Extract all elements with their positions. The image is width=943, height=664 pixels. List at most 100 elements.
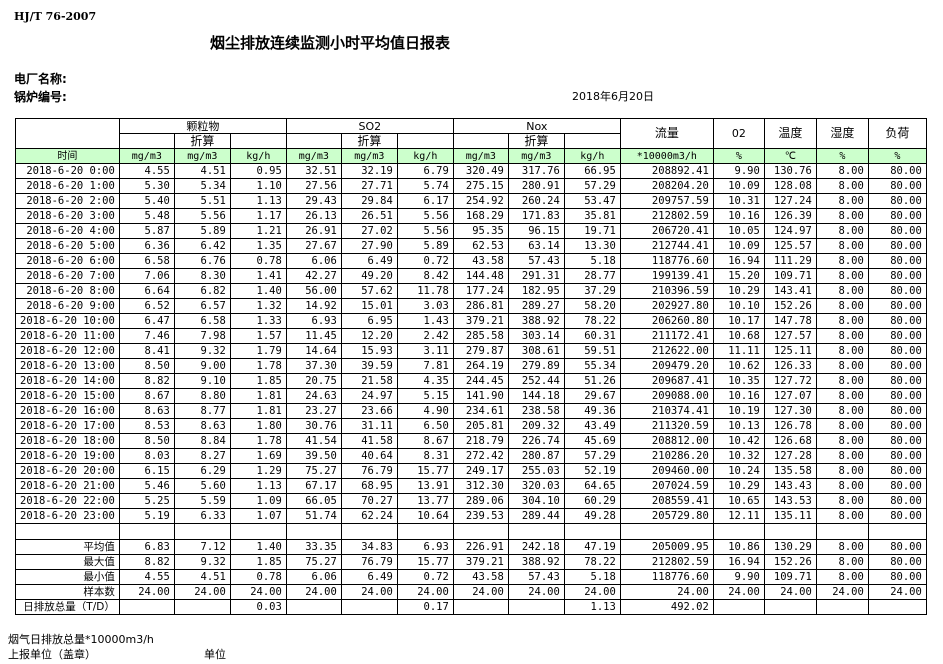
table-row: 2018-6-20 3:00 5.48 5.56 1.17 26.13 26.51 5.56…: [15, 208, 927, 224]
value-cell: 6.49: [340, 569, 398, 585]
value-cell: 24.00: [507, 584, 565, 600]
value-cell: 1.69: [229, 448, 287, 464]
value-cell: 8.80: [173, 388, 231, 404]
value-cell: 35.81: [563, 208, 621, 224]
value-cell: 252.44: [507, 373, 565, 389]
value-cell: 10.29: [712, 478, 765, 494]
blank-cell: [15, 523, 120, 540]
value-cell: 280.87: [507, 448, 565, 464]
converted-nox: 折算: [507, 133, 565, 149]
value-cell: 8.00: [815, 343, 869, 359]
blank-cell: [815, 523, 869, 540]
value-cell: 5.89: [173, 223, 231, 239]
blank-cell: [396, 133, 454, 149]
value-cell: 80.00: [867, 373, 927, 389]
value-cell: 279.89: [507, 358, 565, 374]
value-cell: 60.31: [563, 328, 621, 344]
value-cell: 130.29: [763, 539, 817, 555]
table-row: 2018-6-20 0:00 4.55 4.51 0.95 32.51 32.19 6.79…: [15, 163, 927, 179]
blank-cell: [619, 523, 714, 540]
row-label: 2018-6-20 0:00: [15, 163, 120, 179]
unit-cell: mg/m3: [285, 148, 342, 164]
summary-row: 最小值 4.55 4.51 0.78 6.06 6.49 0.72 43.58 57.43 5.1…: [15, 569, 927, 585]
value-cell: 76.79: [340, 463, 398, 479]
value-cell: 66.05: [285, 493, 342, 509]
value-cell: 205009.95: [619, 539, 714, 555]
value-cell: 80.00: [867, 478, 927, 494]
blank-cell: [563, 523, 621, 540]
value-cell: 143.41: [763, 283, 817, 299]
value-cell: 118776.60: [619, 569, 714, 585]
value-cell: 58.20: [563, 298, 621, 314]
value-cell: 80.00: [867, 253, 927, 269]
value-cell: 21.58: [340, 373, 398, 389]
blank-cell: [396, 523, 454, 540]
table-row: 2018-6-20 2:00 5.40 5.51 1.13 29.43 29.84 6.17…: [15, 193, 927, 209]
row-label: 日排放总量（T/D）: [15, 599, 120, 615]
value-cell: 379.21: [452, 554, 509, 570]
unit-cell: mg/m3: [340, 148, 398, 164]
value-cell: 95.35: [452, 223, 509, 239]
value-cell: 63.14: [507, 238, 565, 254]
value-cell: 5.18: [563, 569, 621, 585]
value-cell: 5.56: [396, 208, 454, 224]
value-cell: 208559.41: [619, 493, 714, 509]
value-cell: 16.94: [712, 554, 765, 570]
value-cell: [173, 599, 231, 615]
value-cell: 4.55: [118, 569, 175, 585]
value-cell: 127.28: [763, 448, 817, 464]
value-cell: 4.90: [396, 403, 454, 419]
table-row: 2018-6-20 7:00 7.06 8.30 1.41 42.27 49.20 8.42…: [15, 268, 927, 284]
value-cell: 9.10: [173, 373, 231, 389]
value-cell: 212622.00: [619, 343, 714, 359]
value-cell: 239.53: [452, 508, 509, 524]
value-cell: 8.00: [815, 193, 869, 209]
value-cell: 51.74: [285, 508, 342, 524]
value-cell: 26.13: [285, 208, 342, 224]
value-cell: 49.36: [563, 403, 621, 419]
value-cell: 11.78: [396, 283, 454, 299]
value-cell: 8.00: [815, 403, 869, 419]
value-cell: 43.58: [452, 569, 509, 585]
value-cell: 8.00: [815, 298, 869, 314]
value-cell: 6.95: [340, 313, 398, 329]
value-cell: 6.76: [173, 253, 231, 269]
value-cell: 9.32: [173, 554, 231, 570]
blank-cell: [118, 523, 175, 540]
value-cell: [815, 599, 869, 615]
value-cell: 209.32: [507, 418, 565, 434]
value-cell: 1.13: [229, 478, 287, 494]
value-cell: 11.11: [712, 343, 765, 359]
value-cell: 64.65: [563, 478, 621, 494]
row-label: 2018-6-20 15:00: [15, 388, 120, 404]
value-cell: 24.00: [452, 584, 509, 600]
value-cell: 8.00: [815, 358, 869, 374]
blank-cell: [285, 523, 342, 540]
value-cell: 80.00: [867, 463, 927, 479]
value-cell: 80.00: [867, 508, 927, 524]
value-cell: 6.58: [173, 313, 231, 329]
value-cell: 8.00: [815, 388, 869, 404]
unit-cell: kg/h: [396, 148, 454, 164]
value-cell: 62.24: [340, 508, 398, 524]
value-cell: 6.64: [118, 283, 175, 299]
value-cell: 242.18: [507, 539, 565, 555]
value-cell: 23.27: [285, 403, 342, 419]
row-label: 2018-6-20 16:00: [15, 403, 120, 419]
value-cell: 32.19: [340, 163, 398, 179]
value-cell: 209479.20: [619, 358, 714, 374]
value-cell: 125.11: [763, 343, 817, 359]
value-cell: 8.63: [173, 418, 231, 434]
value-cell: 29.67: [563, 388, 621, 404]
value-cell: 124.97: [763, 223, 817, 239]
value-cell: 53.47: [563, 193, 621, 209]
value-cell: 6.57: [173, 298, 231, 314]
value-cell: 5.18: [563, 253, 621, 269]
value-cell: 238.58: [507, 403, 565, 419]
value-cell: 5.46: [118, 478, 175, 494]
value-cell: 1.43: [396, 313, 454, 329]
value-cell: 127.24: [763, 193, 817, 209]
value-cell: 8.31: [396, 448, 454, 464]
row-label: 2018-6-20 2:00: [15, 193, 120, 209]
value-cell: 23.66: [340, 403, 398, 419]
